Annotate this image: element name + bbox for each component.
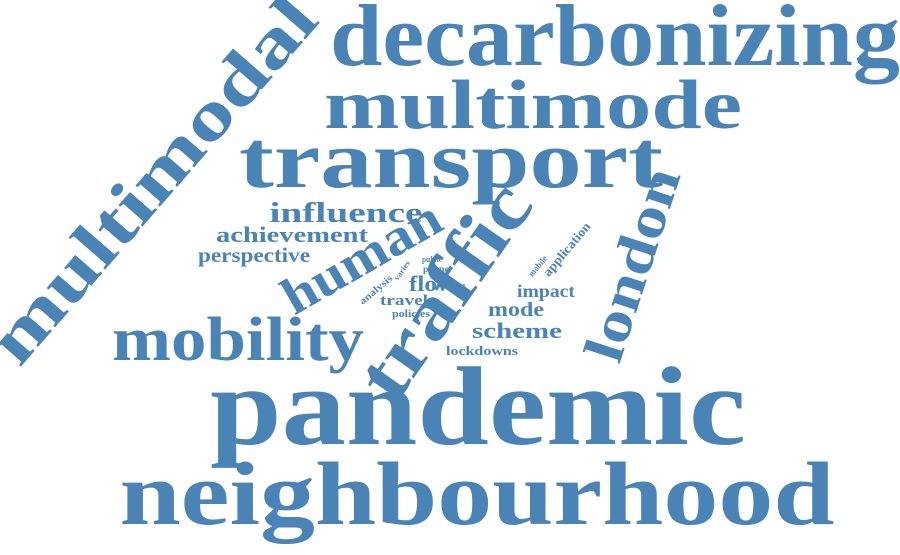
word-pandemic: pandemic	[210, 345, 746, 469]
word-mobility: mobility	[112, 306, 364, 374]
word-travel: travel	[380, 293, 428, 309]
word-perspective: perspective	[198, 243, 310, 267]
word-transport: transport	[239, 114, 663, 205]
word-neighbourhood: neighbourhood	[120, 445, 835, 544]
word-impact: impact	[517, 281, 575, 301]
word-phone: phone	[423, 264, 449, 274]
word-flow: flow	[409, 271, 455, 296]
word-mode: mode	[488, 299, 544, 321]
word-two: two	[457, 283, 466, 289]
word-decarbonizing: decarbonizing	[330, 0, 900, 85]
word-influence: influence	[270, 198, 423, 229]
word-scheme: scheme	[472, 318, 562, 343]
word-public: public	[422, 255, 442, 264]
word-lockdowns: lockdowns	[446, 343, 518, 358]
word-policies: policies	[392, 308, 431, 320]
word-achievement: achievement	[216, 222, 369, 247]
word-multimode: multimode	[324, 67, 742, 144]
word-application: application	[540, 218, 594, 279]
